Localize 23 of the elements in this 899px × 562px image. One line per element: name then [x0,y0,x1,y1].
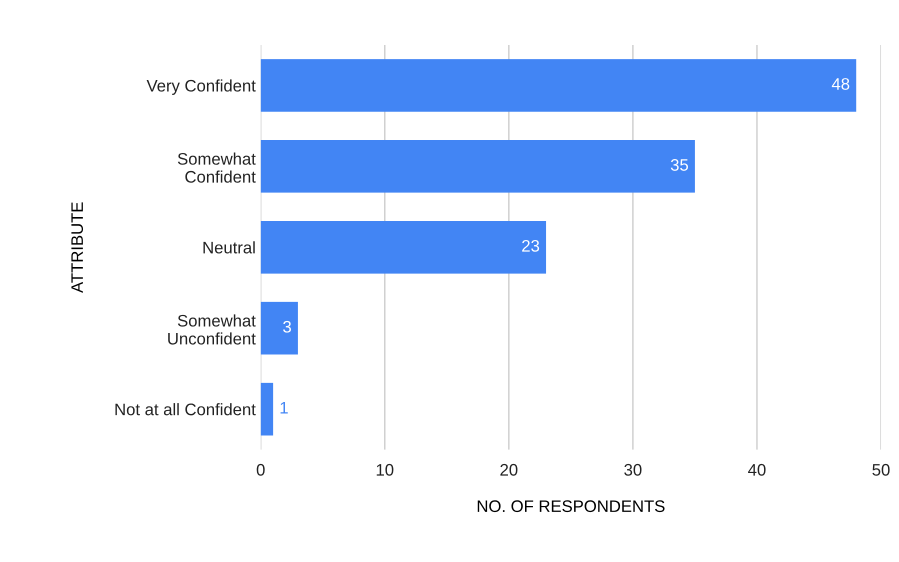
data-label: 23 [522,240,540,252]
data-label: 48 [832,78,850,90]
bar [260,59,856,112]
data-label: 1 [280,402,288,414]
y-tick-label: Not at all Confident [115,403,256,416]
y-axis-title: ATTRIBUTE [71,202,84,293]
bar [260,220,546,274]
x-tick-label: 50 [872,464,890,476]
y-tick-label: Very Confident [146,79,256,95]
y-tick-label: Somewhat Confident [178,152,256,183]
data-label: 3 [283,320,291,333]
x-tick-label: 40 [748,464,766,476]
bar [260,302,298,355]
x-axis-title: NO. OF RESPONDENTS [478,500,665,512]
x-tick-label: 30 [624,464,642,476]
bar [260,382,274,436]
x-tick-label: 20 [500,464,518,476]
data-label: 35 [670,159,688,171]
y-tick-label: Neutral [203,241,255,254]
bar [260,140,695,193]
x-tick-label: 0 [256,464,265,476]
x-tick-label: 10 [376,464,394,476]
y-tick-label: Somewhat Unconfident [168,314,256,345]
